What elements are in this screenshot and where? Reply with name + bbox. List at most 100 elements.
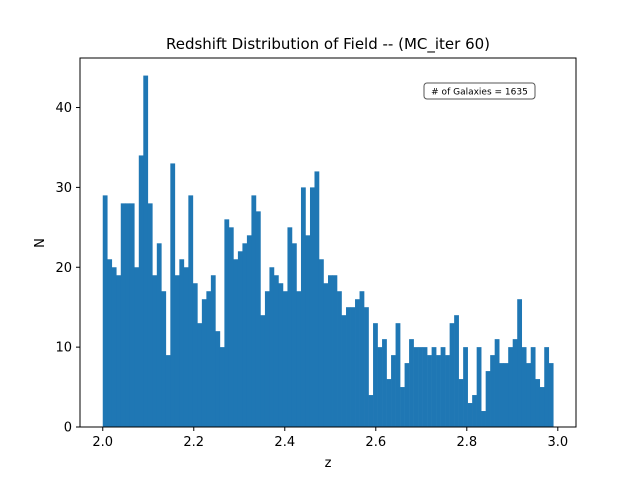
annotation-box: [423, 82, 536, 100]
histogram-bar: [120, 203, 126, 427]
histogram-bar: [526, 363, 532, 427]
histogram-bar: [152, 275, 158, 427]
histogram-bar: [535, 379, 541, 427]
histogram-bar: [350, 307, 356, 427]
histogram-bar: [174, 275, 180, 427]
histogram-bar: [291, 243, 297, 427]
histogram-bar: [463, 347, 468, 427]
histogram-bar: [539, 387, 545, 427]
histogram-bar: [224, 219, 230, 427]
histogram-bar: [476, 347, 482, 427]
histogram-bar: [107, 259, 113, 427]
x-tick-label: 2.0: [92, 435, 113, 450]
histogram-bar: [260, 315, 266, 427]
y-tick-label: 10: [55, 341, 72, 356]
histogram-bar: [400, 387, 405, 427]
histogram-bar: [192, 283, 198, 427]
histogram-bar: [409, 339, 414, 427]
histogram-bar: [530, 347, 536, 427]
histogram-bar: [111, 267, 117, 427]
histogram-bar: [233, 259, 239, 427]
histogram-bar: [161, 291, 167, 427]
histogram-bar: [219, 347, 225, 427]
histogram-bar: [431, 347, 437, 427]
x-tick-label: 2.4: [274, 435, 295, 450]
histogram-bar: [445, 355, 450, 427]
histogram-bar: [377, 347, 383, 427]
histogram-bar: [138, 155, 144, 427]
histogram-bar: [282, 291, 288, 427]
histogram-bar: [355, 299, 360, 427]
histogram-bar: [427, 355, 432, 427]
histogram-bar: [373, 323, 378, 427]
histogram-bar: [210, 275, 216, 427]
histogram-bar: [269, 267, 275, 427]
histogram-bar: [165, 355, 171, 427]
histogram-bar: [328, 275, 333, 427]
y-axis-ticks: 0 10 20 30 40: [55, 101, 80, 436]
y-tick-label: 30: [55, 181, 72, 196]
plot-frame: [79, 57, 577, 428]
y-tick-label: 20: [55, 261, 72, 276]
y-tick-label: 0: [64, 421, 72, 436]
histogram-bar: [544, 347, 550, 427]
y-axis-label: N: [33, 238, 48, 248]
histogram-bar: [129, 203, 135, 427]
bars-group: [102, 75, 554, 428]
histogram-bar: [499, 363, 504, 427]
histogram-bar: [116, 275, 122, 427]
histogram-bar: [102, 195, 108, 427]
galaxy-count-annotation: # of Galaxies = 1635: [423, 82, 536, 100]
histogram-bar: [332, 275, 338, 427]
histogram-bar: [309, 187, 315, 427]
histogram-bar: [188, 195, 194, 427]
histogram-bar: [296, 291, 302, 427]
histogram-bar: [440, 347, 446, 427]
histogram-bar: [404, 363, 410, 427]
histogram-bar: [337, 291, 342, 427]
histogram-bar: [521, 347, 527, 427]
histogram-bar: [147, 203, 153, 427]
histogram-bar: [215, 331, 221, 427]
histogram-bar: [179, 259, 185, 427]
histogram-bar: [418, 347, 423, 427]
histogram-bar: [472, 395, 477, 427]
histogram-bar: [413, 347, 419, 427]
histogram-bar: [264, 291, 270, 427]
annotation-text: # of Galaxies = 1635: [431, 88, 528, 98]
histogram-bar: [197, 323, 203, 427]
histogram-bar: [436, 355, 441, 427]
histogram-bar: [494, 339, 500, 427]
histogram-bar: [125, 203, 131, 427]
histogram-bar: [237, 251, 243, 427]
histogram-bar: [278, 283, 284, 427]
histogram-bar: [548, 363, 554, 427]
histogram-bar: [386, 379, 392, 427]
histogram-bar: [318, 259, 324, 427]
histogram-bar: [490, 355, 495, 427]
x-axis-ticks: 2.0 2.2 2.4 2.6 2.8 3.0: [92, 427, 568, 450]
histogram-bar: [242, 243, 248, 427]
histogram-bar: [503, 363, 509, 427]
histogram-bar: [341, 315, 347, 427]
histogram-bar: [305, 235, 311, 427]
histogram-bar: [255, 211, 261, 427]
histogram-bar: [364, 307, 369, 427]
histogram-bar: [183, 267, 189, 427]
x-tick-label: 3.0: [547, 435, 568, 450]
histogram-bar: [512, 339, 518, 427]
histogram-bar: [382, 339, 387, 427]
histogram-bar: [156, 243, 162, 427]
histogram-bar: [359, 291, 365, 427]
histogram-bar: [485, 371, 491, 427]
histogram-bar: [143, 75, 149, 428]
histogram-bar: [368, 395, 374, 427]
histogram-bar: [201, 299, 207, 427]
chart-title: Redshift Distribution of Field -- (MC_it…: [166, 35, 490, 54]
histogram-bar: [287, 227, 293, 427]
x-axis-label: z: [325, 456, 332, 471]
histogram-bar: [300, 187, 306, 427]
histogram-bar: [346, 307, 351, 427]
histogram-bar: [458, 379, 464, 427]
histogram-bar: [228, 227, 234, 427]
